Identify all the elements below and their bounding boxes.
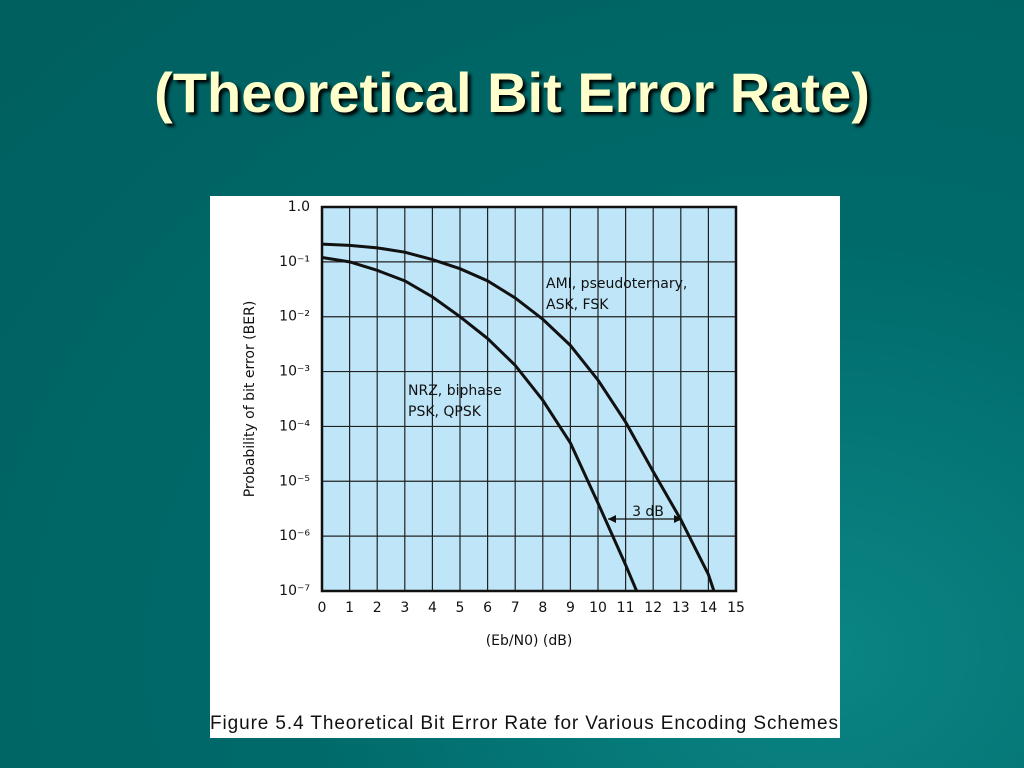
figure-caption: Figure 5.4 Theoretical Bit Error Rate fo… [210,713,838,734]
annotation: AMI, pseudoternary, [546,276,687,292]
y-tick-label: 1.0 [288,199,310,215]
x-tick-label: 11 [617,600,635,616]
y-tick-label: 10⁻⁷ [279,583,310,599]
y-tick-label: 10⁻⁶ [279,528,310,544]
line-series [321,256,639,592]
plot-background [322,207,736,591]
x-tick-label: 6 [483,600,492,616]
x-tick-label: 3 [400,600,409,616]
y-axis-label: Probability of bit error (BER) [242,301,258,498]
arrow-head [608,515,682,523]
x-tick-label: 13 [672,600,690,616]
y-tick-label: 10⁻¹ [279,254,310,270]
plot-frame [320,205,738,593]
y-tick-label: 10⁻³ [279,364,310,380]
y-tick-label: 10⁻⁴ [279,418,310,434]
annotation: 3 dB [632,504,664,520]
x-axis-label: (Eb/N0) (dB) [486,633,573,649]
x-tick-label: 10 [589,600,607,616]
x-tick-label: 7 [511,600,520,616]
annotation: ASK, FSK [546,297,609,313]
annotation: NRZ, biphase [408,383,502,399]
x-tick-label: 14 [699,600,717,616]
x-tick-label: 1 [345,600,354,616]
line-series [321,242,716,592]
slide-title: (Theoretical Bit Error Rate) [154,61,870,124]
x-tick-label: 2 [373,600,382,616]
x-tick-label: 5 [456,600,465,616]
chart: 0 1 2 3 4 5 6 7 8 9 10 11 12 13 14 151.010⁻¹10⁻²10⁻³10⁻… [210,196,840,738]
x-tick-label: 8 [538,600,547,616]
annotation: PSK, QPSK [408,404,482,420]
x-tick-label: 4 [428,600,437,616]
x-tick-label: 0 [318,600,327,616]
x-tick-label: 15 [727,600,745,616]
y-tick-label: 10⁻² [279,309,310,325]
y-tick-label: 10⁻⁵ [279,473,310,489]
x-tick-label: 12 [644,600,662,616]
x-tick-label: 9 [566,600,575,616]
